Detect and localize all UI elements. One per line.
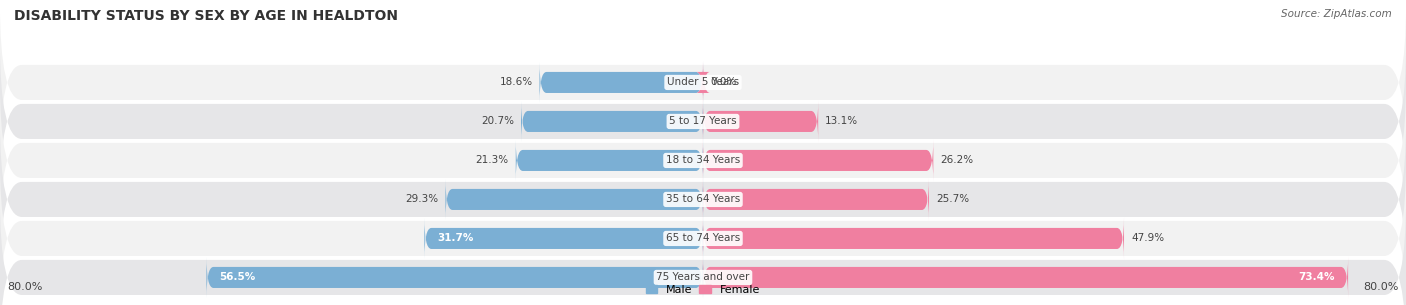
Text: 21.3%: 21.3% (475, 156, 509, 165)
Text: 65 to 74 Years: 65 to 74 Years (666, 233, 740, 243)
Text: Source: ZipAtlas.com: Source: ZipAtlas.com (1281, 9, 1392, 19)
FancyBboxPatch shape (446, 179, 703, 220)
Text: DISABILITY STATUS BY SEX BY AGE IN HEALDTON: DISABILITY STATUS BY SEX BY AGE IN HEALD… (14, 9, 398, 23)
FancyBboxPatch shape (703, 179, 929, 220)
FancyBboxPatch shape (0, 2, 1406, 162)
FancyBboxPatch shape (703, 257, 1348, 298)
FancyBboxPatch shape (207, 257, 703, 298)
Text: 47.9%: 47.9% (1130, 233, 1164, 243)
FancyBboxPatch shape (703, 101, 818, 142)
FancyBboxPatch shape (522, 101, 703, 142)
Legend: Male, Female: Male, Female (641, 280, 765, 300)
Text: 5 to 17 Years: 5 to 17 Years (669, 117, 737, 127)
Text: 75 Years and over: 75 Years and over (657, 272, 749, 282)
Text: 31.7%: 31.7% (437, 233, 474, 243)
FancyBboxPatch shape (540, 62, 703, 103)
Text: 25.7%: 25.7% (936, 195, 969, 204)
FancyBboxPatch shape (703, 140, 934, 181)
FancyBboxPatch shape (0, 159, 1406, 305)
FancyBboxPatch shape (516, 140, 703, 181)
Text: 35 to 64 Years: 35 to 64 Years (666, 195, 740, 204)
Text: 13.1%: 13.1% (825, 117, 858, 127)
FancyBboxPatch shape (0, 198, 1406, 305)
Text: 80.0%: 80.0% (7, 282, 42, 292)
FancyBboxPatch shape (425, 218, 703, 259)
Text: 26.2%: 26.2% (941, 156, 973, 165)
FancyBboxPatch shape (0, 120, 1406, 279)
Text: 0.0%: 0.0% (710, 77, 737, 88)
FancyBboxPatch shape (0, 81, 1406, 240)
Text: Under 5 Years: Under 5 Years (666, 77, 740, 88)
FancyBboxPatch shape (703, 218, 1123, 259)
Text: 20.7%: 20.7% (481, 117, 515, 127)
Text: 80.0%: 80.0% (1364, 282, 1399, 292)
Text: 18.6%: 18.6% (499, 77, 533, 88)
Text: 73.4%: 73.4% (1298, 272, 1334, 282)
Text: 18 to 34 Years: 18 to 34 Years (666, 156, 740, 165)
Text: 29.3%: 29.3% (405, 195, 439, 204)
FancyBboxPatch shape (0, 41, 1406, 201)
FancyBboxPatch shape (696, 62, 710, 103)
Text: 56.5%: 56.5% (219, 272, 256, 282)
